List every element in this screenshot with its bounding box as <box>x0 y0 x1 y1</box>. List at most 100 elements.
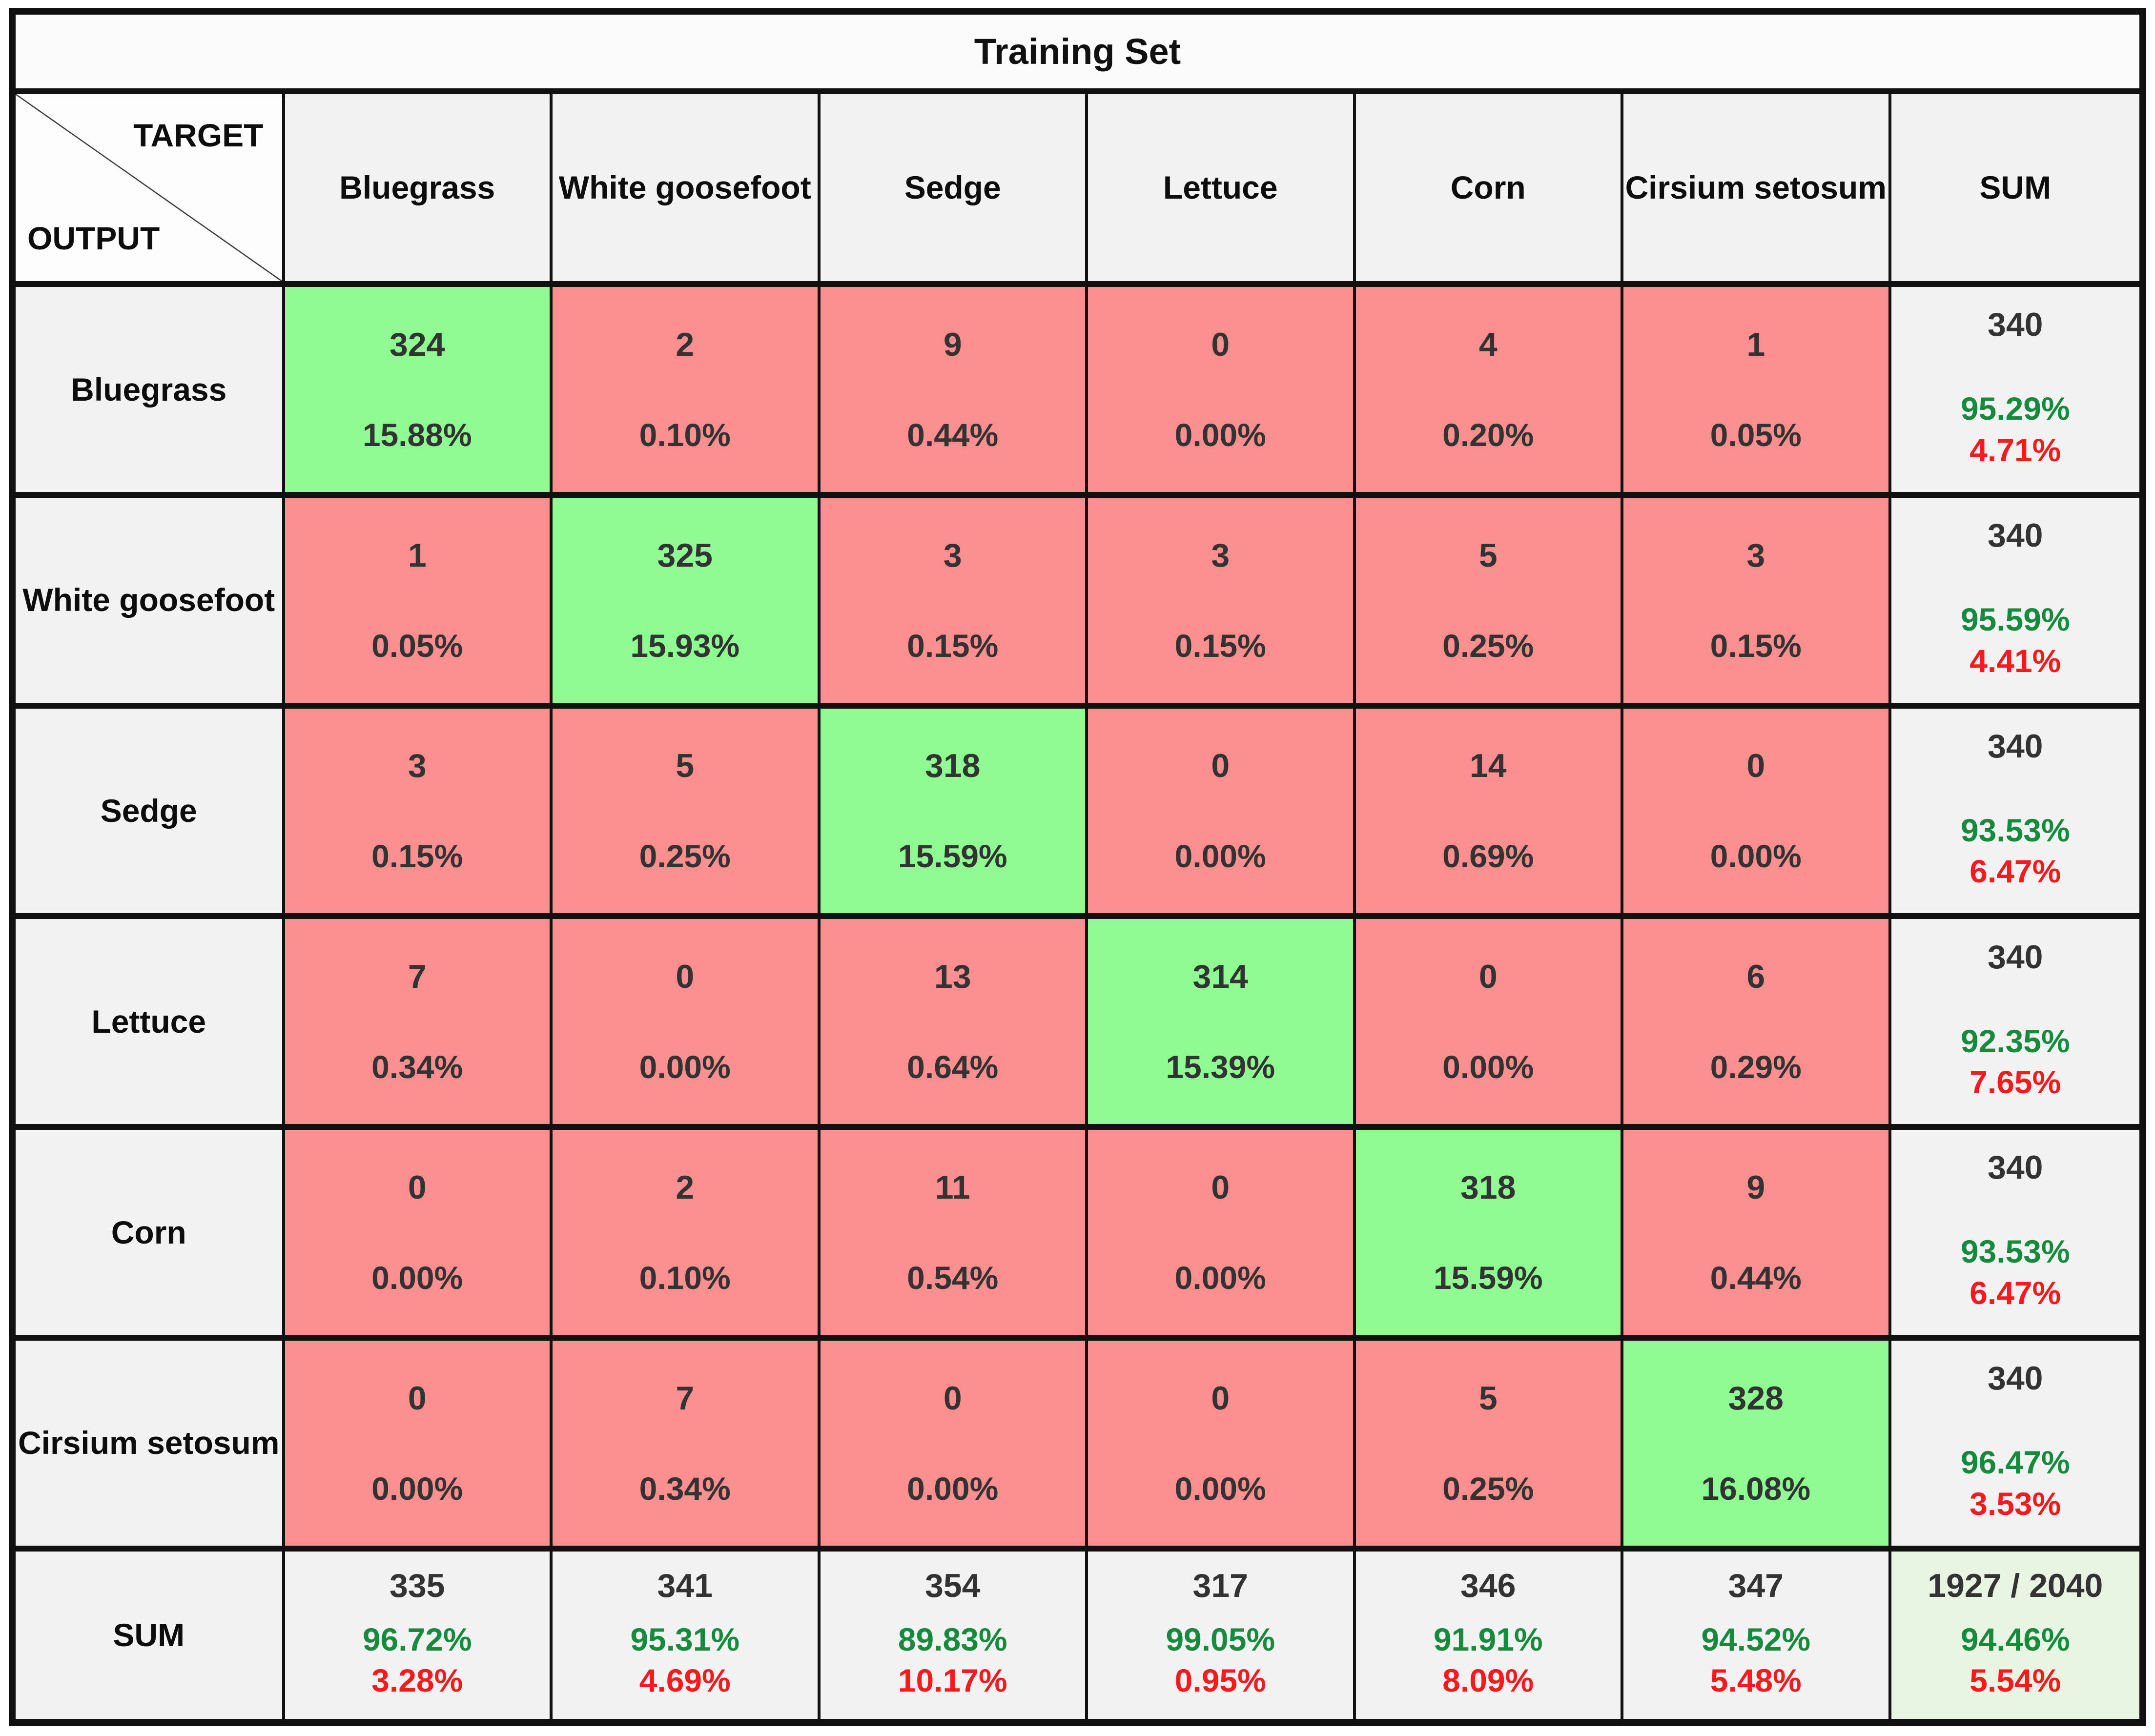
overall-accuracy-percent: 94.46% <box>1960 1621 2070 1657</box>
correct-percent: 92.35% <box>1960 1022 2070 1059</box>
cell-count: 5 <box>1478 1379 1498 1417</box>
row-sum-cell: 340 92.35% 7.65% <box>1888 913 2144 1130</box>
correct-percent: 96.72% <box>362 1621 472 1657</box>
matrix-cell: 3 0.15% <box>1085 491 1356 709</box>
cell-count: 0 <box>408 1379 427 1417</box>
matrix-cell: 318 15.59% <box>817 702 1088 919</box>
matrix-cell: 11 0.54% <box>817 1124 1088 1341</box>
matrix-cell: 7 0.34% <box>550 1334 821 1552</box>
target-axis-label: TARGET <box>133 117 264 153</box>
cell-count: 0 <box>1211 326 1230 363</box>
correct-percent: 91.91% <box>1433 1621 1543 1657</box>
correct-percent: 96.47% <box>1960 1444 2070 1481</box>
cell-count: 0 <box>676 958 695 996</box>
error-percent: 0.95% <box>1174 1662 1266 1699</box>
row-bluegrass: Bluegrass 324 15.88% 2 0.10% 9 0.44% 0 0… <box>11 281 2144 498</box>
row-header: Corn <box>11 1124 285 1341</box>
matrix-cell: 4 0.20% <box>1353 281 1623 498</box>
sum-row: SUM 335 96.72% 3.28% 341 95.31% 4.69% 35… <box>11 1545 2144 1726</box>
cell-count: 318 <box>925 747 981 785</box>
axes-corner-cell: TARGET OUTPUT <box>11 88 285 287</box>
error-percent: 4.69% <box>639 1662 731 1699</box>
matrix-cell: 0 0.00% <box>282 1334 553 1552</box>
row-sum-cell: 340 96.47% 3.53% <box>1888 1334 2144 1552</box>
cell-percent: 0.00% <box>1174 1470 1266 1507</box>
cell-count: 2 <box>676 326 695 363</box>
cell-count: 340 <box>1988 938 2043 976</box>
matrix-cell: 2 0.10% <box>550 281 821 498</box>
matrix-cell: 3 0.15% <box>282 702 553 919</box>
col-header-lettuce: Lettuce <box>1085 88 1356 287</box>
col-header-cirsium-setosum: Cirsium setosum <box>1621 88 1891 287</box>
cell-count: 7 <box>676 1379 695 1417</box>
cell-percent: 16.08% <box>1701 1470 1811 1507</box>
col-header-corn: Corn <box>1353 88 1623 287</box>
cell-percent: 0.00% <box>1174 416 1266 453</box>
row-sum-cell: 340 93.53% 6.47% <box>1888 1124 2144 1341</box>
col-header-bluegrass: Bluegrass <box>282 88 553 287</box>
error-percent: 7.65% <box>1970 1064 2061 1101</box>
cell-count: 11 <box>935 1168 970 1206</box>
error-percent: 3.53% <box>1970 1485 2061 1522</box>
cell-percent: 15.88% <box>362 416 472 453</box>
correct-percent: 89.83% <box>898 1621 1007 1657</box>
output-axis-label: OUTPUT <box>27 220 160 257</box>
cell-percent: 0.44% <box>907 416 999 453</box>
cell-count: 9 <box>943 326 962 363</box>
chart-title: Training Set <box>11 8 2144 94</box>
cell-percent: 0.34% <box>371 1049 463 1085</box>
cell-count: 3 <box>943 536 962 574</box>
row-sum-cell: 340 95.59% 4.41% <box>1888 491 2144 709</box>
cell-percent: 0.00% <box>371 1259 463 1296</box>
cell-count: 335 <box>390 1567 445 1604</box>
cell-percent: 15.93% <box>630 627 740 664</box>
cell-count: 340 <box>1988 306 2043 344</box>
col-header-white-goosefoot: White goosefoot <box>550 88 821 287</box>
cell-count: 340 <box>1988 1149 2043 1186</box>
cell-count: 7 <box>408 958 427 996</box>
cell-percent: 0.54% <box>907 1259 999 1296</box>
col-sum-cell: 317 99.05% 0.95% <box>1085 1545 1356 1726</box>
cell-percent: 0.69% <box>1442 838 1534 875</box>
cell-count: 340 <box>1988 517 2043 554</box>
error-percent: 6.47% <box>1970 853 2061 890</box>
correct-percent: 95.29% <box>1960 390 2070 427</box>
cell-count: 6 <box>1746 958 1765 996</box>
cell-count: 2 <box>676 1168 695 1206</box>
cell-count: 0 <box>943 1379 962 1417</box>
cell-percent: 0.05% <box>1710 416 1802 453</box>
matrix-cell: 0 0.00% <box>1353 913 1623 1130</box>
col-header-sedge: Sedge <box>817 88 1088 287</box>
matrix-cell: 314 15.39% <box>1085 913 1356 1130</box>
error-percent: 4.71% <box>1970 431 2061 468</box>
cell-percent: 0.44% <box>1710 1259 1802 1296</box>
cell-count: 328 <box>1728 1379 1784 1417</box>
matrix-cell: 0 0.00% <box>1085 281 1356 498</box>
cell-count: 347 <box>1728 1567 1784 1604</box>
row-white-goosefoot: White goosefoot 1 0.05% 325 15.93% 3 0.1… <box>11 491 2144 709</box>
cell-count: 5 <box>676 747 695 785</box>
row-lettuce: Lettuce 7 0.34% 0 0.00% 13 0.64% 314 15.… <box>11 913 2144 1130</box>
error-percent: 5.48% <box>1710 1662 1802 1699</box>
row-header: Lettuce <box>11 913 285 1130</box>
cell-count: 354 <box>925 1567 981 1604</box>
confusion-matrix-table: Training Set TARGET OUTPUT Bluegrass Whi… <box>9 8 2146 1726</box>
cell-percent: 15.59% <box>1433 1259 1543 1296</box>
cell-percent: 0.64% <box>907 1049 999 1085</box>
header-row: TARGET OUTPUT Bluegrass White goosefoot … <box>11 88 2144 287</box>
cell-percent: 0.00% <box>1174 838 1266 875</box>
row-sum-cell: 340 95.29% 4.71% <box>1888 281 2144 498</box>
matrix-cell: 5 0.25% <box>1353 1334 1623 1552</box>
correct-percent: 95.59% <box>1960 601 2070 638</box>
cell-percent: 0.25% <box>1442 627 1534 664</box>
col-sum-cell: 335 96.72% 3.28% <box>282 1545 553 1726</box>
cell-count: 0 <box>1746 747 1765 785</box>
cell-percent: 0.00% <box>639 1049 731 1085</box>
cell-percent: 15.59% <box>898 838 1007 875</box>
cell-count: 5 <box>1478 536 1498 574</box>
matrix-cell: 318 15.59% <box>1353 1124 1623 1341</box>
cell-count: 1 <box>1746 326 1765 363</box>
cell-percent: 0.25% <box>639 838 731 875</box>
cell-count: 346 <box>1460 1567 1516 1604</box>
row-header: Sedge <box>11 702 285 919</box>
